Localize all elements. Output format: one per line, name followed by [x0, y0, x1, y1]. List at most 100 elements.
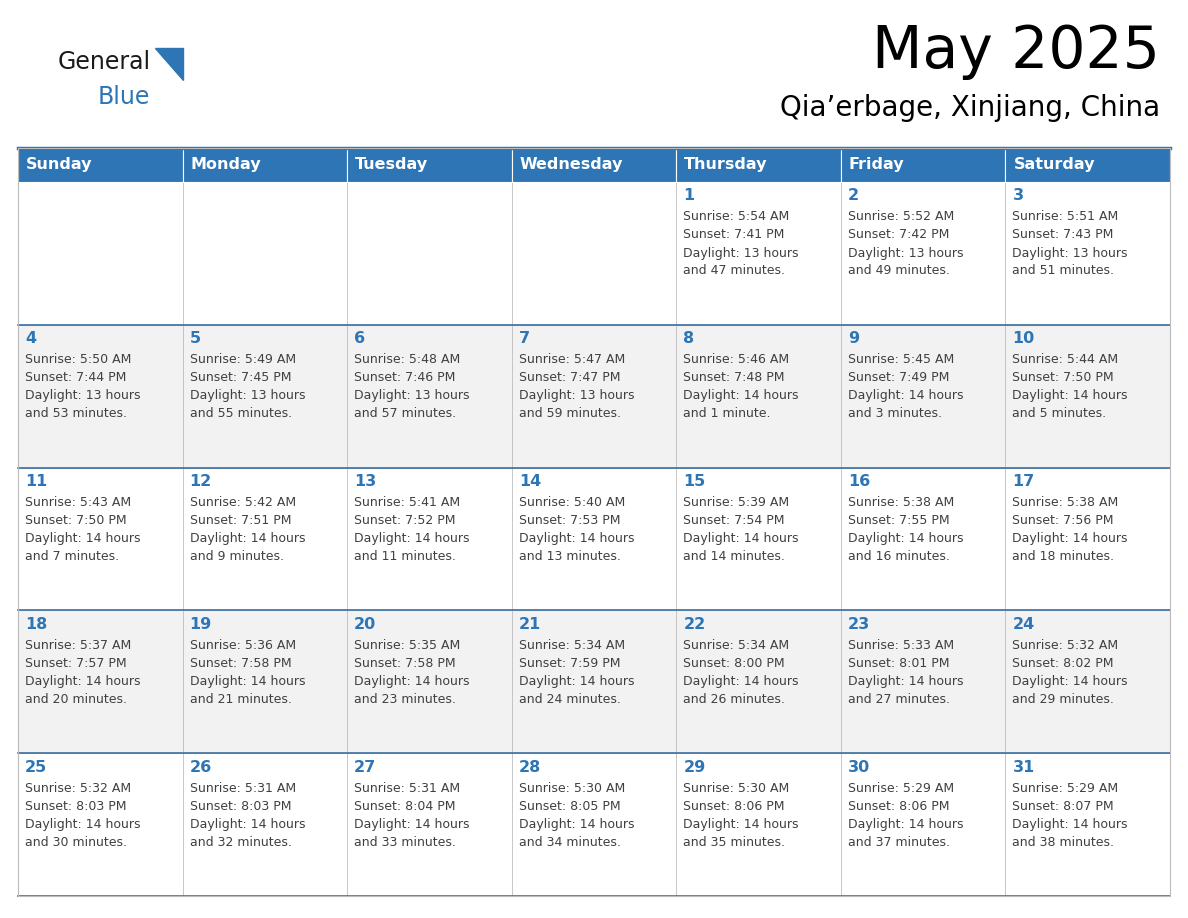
- Text: Sunrise: 5:41 AM: Sunrise: 5:41 AM: [354, 496, 460, 509]
- Bar: [1005, 753, 1170, 896]
- Text: Sunset: 7:46 PM: Sunset: 7:46 PM: [354, 371, 455, 385]
- Text: and 16 minutes.: and 16 minutes.: [848, 550, 949, 563]
- Text: Sunset: 8:03 PM: Sunset: 8:03 PM: [25, 800, 126, 812]
- Text: Sunrise: 5:29 AM: Sunrise: 5:29 AM: [848, 782, 954, 795]
- Text: and 27 minutes.: and 27 minutes.: [848, 693, 950, 706]
- Text: and 7 minutes.: and 7 minutes.: [25, 550, 119, 563]
- Text: Sunset: 7:52 PM: Sunset: 7:52 PM: [354, 514, 456, 527]
- Text: 24: 24: [1012, 617, 1035, 632]
- Text: 8: 8: [683, 331, 695, 346]
- Text: Daylight: 13 hours: Daylight: 13 hours: [1012, 247, 1127, 260]
- Text: 20: 20: [354, 617, 377, 632]
- Bar: [841, 148, 1005, 182]
- Text: Sunrise: 5:32 AM: Sunrise: 5:32 AM: [1012, 639, 1119, 652]
- Text: 9: 9: [848, 331, 859, 346]
- Text: 2: 2: [848, 188, 859, 204]
- Bar: [18, 325, 183, 467]
- Text: and 24 minutes.: and 24 minutes.: [519, 693, 620, 706]
- Text: Daylight: 13 hours: Daylight: 13 hours: [519, 389, 634, 402]
- Text: 21: 21: [519, 617, 541, 632]
- Text: and 21 minutes.: and 21 minutes.: [190, 693, 291, 706]
- Bar: [841, 182, 1005, 325]
- Bar: [1005, 325, 1170, 467]
- Text: Sunday: Sunday: [26, 158, 93, 173]
- Text: Sunset: 7:56 PM: Sunset: 7:56 PM: [1012, 514, 1114, 527]
- Text: Daylight: 14 hours: Daylight: 14 hours: [190, 818, 305, 831]
- Text: Sunrise: 5:46 AM: Sunrise: 5:46 AM: [683, 353, 789, 366]
- Bar: [183, 148, 347, 182]
- Text: Tuesday: Tuesday: [355, 158, 428, 173]
- Bar: [512, 610, 676, 753]
- Text: Sunrise: 5:40 AM: Sunrise: 5:40 AM: [519, 496, 625, 509]
- Text: 28: 28: [519, 760, 541, 775]
- Text: Daylight: 14 hours: Daylight: 14 hours: [848, 389, 963, 402]
- Text: Sunset: 7:58 PM: Sunset: 7:58 PM: [354, 657, 456, 670]
- Text: 4: 4: [25, 331, 36, 346]
- Bar: [347, 182, 512, 325]
- Text: Sunset: 7:54 PM: Sunset: 7:54 PM: [683, 514, 785, 527]
- Text: Sunset: 7:48 PM: Sunset: 7:48 PM: [683, 371, 785, 385]
- Text: Sunset: 8:00 PM: Sunset: 8:00 PM: [683, 657, 785, 670]
- Bar: [676, 467, 841, 610]
- Text: Sunrise: 5:32 AM: Sunrise: 5:32 AM: [25, 782, 131, 795]
- Text: 23: 23: [848, 617, 870, 632]
- Bar: [18, 148, 183, 182]
- Text: and 3 minutes.: and 3 minutes.: [848, 408, 942, 420]
- Bar: [18, 753, 183, 896]
- Text: Sunset: 7:51 PM: Sunset: 7:51 PM: [190, 514, 291, 527]
- Text: Qia’erbage, Xinjiang, China: Qia’erbage, Xinjiang, China: [779, 94, 1159, 122]
- Text: Daylight: 14 hours: Daylight: 14 hours: [354, 532, 469, 545]
- Text: 7: 7: [519, 331, 530, 346]
- Text: Sunrise: 5:50 AM: Sunrise: 5:50 AM: [25, 353, 132, 366]
- Text: Sunrise: 5:43 AM: Sunrise: 5:43 AM: [25, 496, 131, 509]
- Text: Daylight: 13 hours: Daylight: 13 hours: [190, 389, 305, 402]
- Bar: [676, 148, 841, 182]
- Bar: [183, 325, 347, 467]
- Text: and 23 minutes.: and 23 minutes.: [354, 693, 456, 706]
- Text: 6: 6: [354, 331, 365, 346]
- Text: Daylight: 13 hours: Daylight: 13 hours: [354, 389, 469, 402]
- Text: Sunrise: 5:51 AM: Sunrise: 5:51 AM: [1012, 210, 1119, 223]
- Text: and 33 minutes.: and 33 minutes.: [354, 835, 456, 849]
- Text: Daylight: 14 hours: Daylight: 14 hours: [354, 818, 469, 831]
- Bar: [183, 753, 347, 896]
- Text: Sunset: 8:02 PM: Sunset: 8:02 PM: [1012, 657, 1114, 670]
- Text: Daylight: 14 hours: Daylight: 14 hours: [190, 532, 305, 545]
- Text: Daylight: 14 hours: Daylight: 14 hours: [25, 818, 140, 831]
- Text: May 2025: May 2025: [872, 24, 1159, 81]
- Text: Daylight: 14 hours: Daylight: 14 hours: [354, 675, 469, 688]
- Text: and 49 minutes.: and 49 minutes.: [848, 264, 949, 277]
- Bar: [676, 610, 841, 753]
- Text: Sunrise: 5:29 AM: Sunrise: 5:29 AM: [1012, 782, 1119, 795]
- Text: Sunset: 7:49 PM: Sunset: 7:49 PM: [848, 371, 949, 385]
- Text: Sunset: 7:58 PM: Sunset: 7:58 PM: [190, 657, 291, 670]
- Text: and 32 minutes.: and 32 minutes.: [190, 835, 291, 849]
- Text: 26: 26: [190, 760, 211, 775]
- Text: Sunset: 7:57 PM: Sunset: 7:57 PM: [25, 657, 127, 670]
- Text: Sunrise: 5:39 AM: Sunrise: 5:39 AM: [683, 496, 789, 509]
- Text: Daylight: 14 hours: Daylight: 14 hours: [25, 532, 140, 545]
- Text: Sunset: 7:44 PM: Sunset: 7:44 PM: [25, 371, 126, 385]
- Text: Sunrise: 5:45 AM: Sunrise: 5:45 AM: [848, 353, 954, 366]
- Text: Sunset: 8:07 PM: Sunset: 8:07 PM: [1012, 800, 1114, 812]
- Text: and 13 minutes.: and 13 minutes.: [519, 550, 620, 563]
- Text: and 5 minutes.: and 5 minutes.: [1012, 408, 1106, 420]
- Text: Sunset: 7:42 PM: Sunset: 7:42 PM: [848, 229, 949, 241]
- Text: Monday: Monday: [190, 158, 261, 173]
- Text: 10: 10: [1012, 331, 1035, 346]
- Bar: [347, 610, 512, 753]
- Text: Daylight: 14 hours: Daylight: 14 hours: [683, 532, 798, 545]
- Text: Daylight: 14 hours: Daylight: 14 hours: [683, 818, 798, 831]
- Text: Sunrise: 5:49 AM: Sunrise: 5:49 AM: [190, 353, 296, 366]
- Text: 15: 15: [683, 474, 706, 489]
- Bar: [183, 182, 347, 325]
- Text: and 9 minutes.: and 9 minutes.: [190, 550, 284, 563]
- Text: Sunrise: 5:38 AM: Sunrise: 5:38 AM: [1012, 496, 1119, 509]
- Bar: [676, 182, 841, 325]
- Text: Wednesday: Wednesday: [519, 158, 623, 173]
- Text: Sunrise: 5:30 AM: Sunrise: 5:30 AM: [683, 782, 790, 795]
- Text: General: General: [58, 50, 151, 74]
- Bar: [1005, 148, 1170, 182]
- Text: and 29 minutes.: and 29 minutes.: [1012, 693, 1114, 706]
- Bar: [512, 148, 676, 182]
